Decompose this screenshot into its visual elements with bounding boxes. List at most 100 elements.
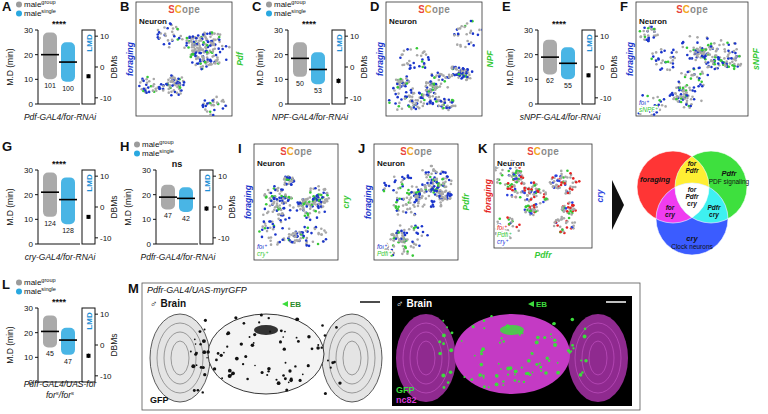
cell-dot: [441, 104, 444, 107]
cell-dot: [194, 64, 197, 67]
n-label: 128: [62, 227, 74, 234]
cell-dot: [718, 44, 721, 47]
cell-dot: [209, 63, 212, 66]
cell-dot: [295, 230, 298, 233]
strip-panel: G0102030M.D (min)124128****LMD-10010DBMs…: [2, 139, 119, 262]
cell-dot: [287, 182, 290, 185]
cell-dot: [675, 86, 678, 89]
cell-dot: [406, 82, 409, 85]
cell-dot: [166, 84, 169, 87]
cell-dot: [433, 76, 436, 79]
cell-dot: [261, 236, 264, 239]
cell-dot: [273, 185, 276, 188]
cell-dot: [409, 67, 412, 70]
mean-line: [177, 198, 195, 200]
cell-dot: [650, 28, 653, 31]
cell-dot: [711, 60, 714, 63]
cell-dot: [420, 101, 423, 104]
y2-tick: [595, 36, 598, 37]
cell-dot: [397, 82, 400, 85]
panel-letter: F: [620, 0, 628, 14]
cell-dot: [713, 68, 716, 71]
cell-dot: [423, 203, 426, 206]
cell-dot: [221, 45, 224, 48]
scope-frame: [254, 144, 338, 260]
cell-dot: [400, 53, 403, 56]
cell-dot: [405, 91, 408, 94]
logo: SCope: [676, 4, 708, 15]
cell-dot: [172, 79, 175, 82]
cell-dot: [279, 200, 282, 203]
cell-dot: [269, 220, 272, 223]
tick-label: 10: [142, 215, 151, 224]
legend-label: malesingle: [274, 8, 306, 18]
logo-char: C: [683, 4, 690, 15]
cell-dot: [299, 202, 302, 205]
cell-dot: [472, 32, 475, 35]
cell-dot: [428, 189, 431, 192]
cell-dot: [401, 183, 404, 186]
cell-dot: [456, 43, 459, 46]
cell-dot: [711, 47, 714, 50]
tick-label: 10: [24, 75, 33, 84]
cell-dot: [271, 195, 274, 198]
cell-dot: [663, 49, 666, 52]
y2-tick: [95, 237, 98, 238]
lmd-title: LMD: [85, 174, 94, 192]
panel-letter: H: [120, 139, 129, 154]
cell-dot: [280, 195, 283, 198]
cell-dot: [401, 107, 404, 110]
axis-title: M.D (min): [5, 48, 15, 85]
cell-dot: [269, 197, 272, 200]
n-label: 53: [314, 87, 322, 94]
cell-dot: [448, 76, 451, 79]
lmd-frame: [582, 30, 595, 104]
cell-dot: [696, 48, 699, 51]
cell-dot: [289, 204, 292, 207]
cell-dot: [403, 197, 406, 200]
cell-dot: [430, 182, 433, 185]
tick-label: 0: [29, 240, 34, 249]
cell-dot: [675, 51, 678, 54]
cell-dot: [323, 211, 326, 214]
cell-dot: [646, 95, 649, 98]
cell-dot: [315, 195, 318, 198]
tick-label: -10: [218, 234, 230, 243]
cell-dot: [670, 56, 673, 59]
cell-dot: [290, 197, 293, 200]
cell-dot: [221, 100, 224, 103]
cell-dot: [693, 86, 696, 89]
cell-dot: [191, 53, 194, 56]
cell-dot: [179, 86, 182, 89]
cell-dot: [199, 39, 202, 42]
distribution: [43, 172, 57, 216]
cell-dot: [694, 90, 697, 93]
tick-label: 0: [100, 203, 105, 212]
cell-dot: [696, 41, 699, 44]
n-label: 42: [182, 215, 190, 222]
cell-dot: [428, 184, 431, 187]
cell-dot: [414, 213, 417, 216]
cell-dot: [660, 51, 663, 54]
x-axis: [538, 104, 580, 105]
cell-dot: [303, 209, 306, 212]
cell-dot: [705, 48, 708, 51]
cell-dot: [266, 230, 269, 233]
axis-title: M.D (min): [255, 48, 265, 85]
cell-dot: [406, 176, 409, 179]
cell-dot: [397, 187, 400, 190]
mean-line: [541, 56, 559, 58]
genotype: cry-GAL4/for-RNAi: [25, 252, 97, 262]
cell-dot: [711, 56, 714, 59]
cell-dot: [390, 254, 393, 257]
cell-dot: [288, 217, 291, 220]
cell-dot: [399, 78, 402, 81]
cell-dot: [672, 49, 675, 52]
cell-dot: [686, 100, 689, 103]
cell-dot: [302, 206, 305, 209]
cell-dot: [680, 72, 683, 75]
cell-dot: [703, 50, 706, 53]
cell-dot: [735, 56, 738, 59]
cell-dot: [433, 185, 436, 188]
cell-dot: [281, 199, 284, 202]
